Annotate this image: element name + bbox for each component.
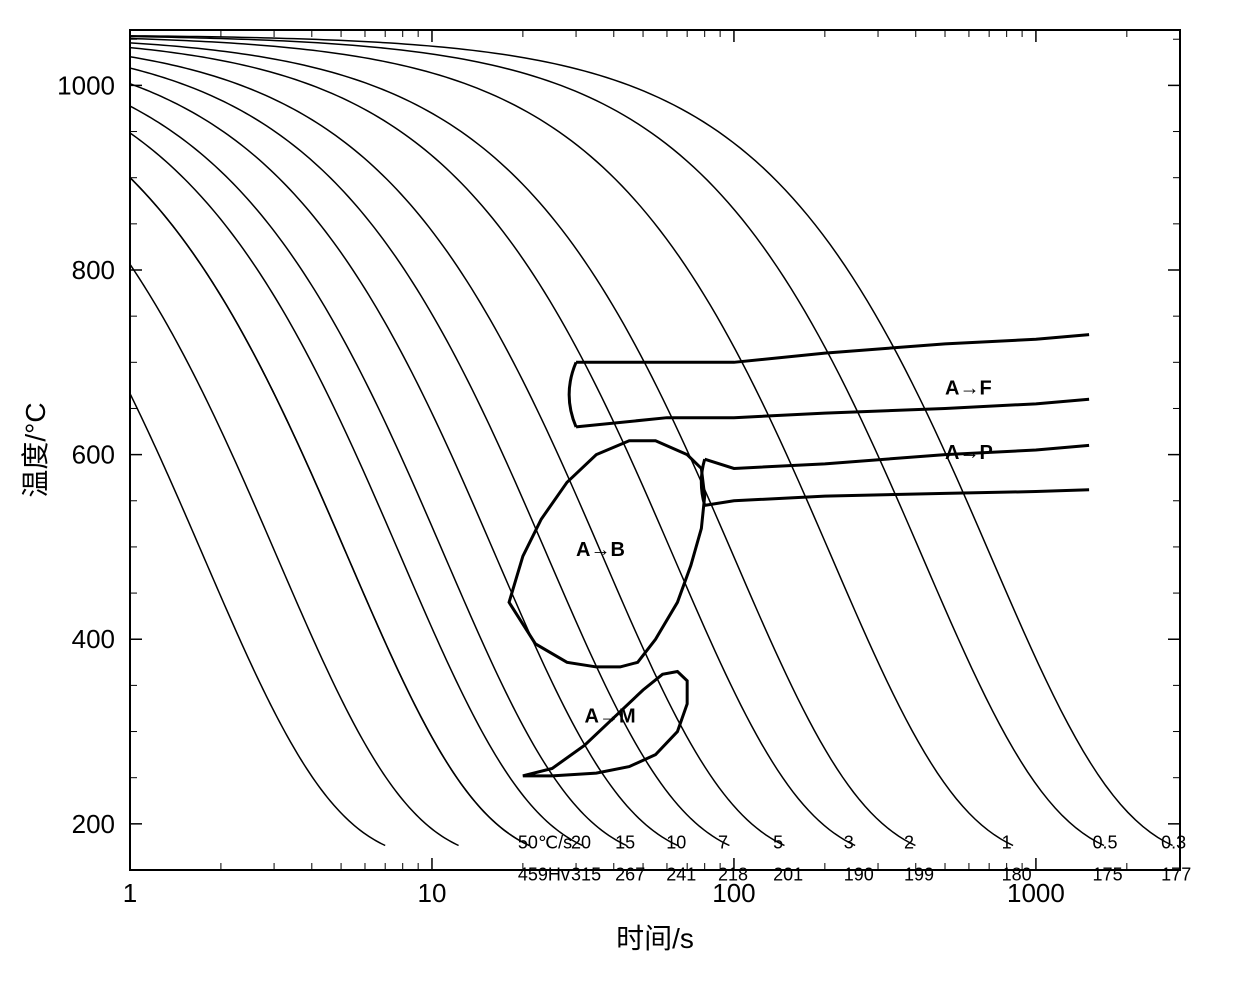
hv-label: 190 [844, 864, 874, 884]
cooling-curve [130, 178, 529, 846]
hv-label: 180 [1002, 864, 1032, 884]
f-left-close [569, 362, 576, 427]
y-tick-label: 1000 [57, 70, 115, 100]
rate-label: 5 [773, 832, 783, 852]
cct-chart: 20040060080010001101001000时间/s温度/°CA→FA→… [0, 0, 1240, 993]
cooling-curve [130, 68, 729, 845]
rate-label: 3 [844, 832, 854, 852]
cooling-curve [130, 264, 459, 845]
cooling-curve [130, 39, 1013, 846]
rate-label: 7 [718, 832, 728, 852]
rate-label: 50℃/s [518, 832, 572, 852]
x-tick-label: 10 [418, 878, 447, 908]
region-label: A→P [945, 442, 993, 464]
y-tick-label: 600 [72, 440, 115, 470]
hv-label: 267 [615, 864, 645, 884]
y-axis-label: 温度/°C [20, 402, 51, 497]
hv-label: 177 [1161, 864, 1191, 884]
y-tick-label: 400 [72, 624, 115, 654]
hv-label: 459Hv [518, 864, 570, 884]
rate-label: 1 [1002, 832, 1012, 852]
hv-label: 241 [666, 864, 696, 884]
hv-label: 175 [1093, 864, 1123, 884]
x-tick-label: 1 [123, 878, 137, 908]
rate-label: 20 [571, 832, 591, 852]
rate-label: 0.5 [1093, 832, 1118, 852]
rate-label: 15 [615, 832, 635, 852]
region-label: A→M [585, 705, 636, 727]
cooling-curve [130, 394, 385, 846]
f-region-top [576, 335, 1089, 363]
y-tick-label: 200 [72, 809, 115, 839]
hv-label: 315 [571, 864, 601, 884]
rate-label: 0.3 [1161, 832, 1186, 852]
y-tick-label: 800 [72, 255, 115, 285]
cooling-curve [130, 178, 529, 846]
cooling-curve [130, 48, 855, 846]
cooling-curve [130, 57, 784, 846]
rate-label: 2 [904, 832, 914, 852]
hv-label: 218 [718, 864, 748, 884]
hv-label: 201 [773, 864, 803, 884]
chart-svg: 20040060080010001101001000时间/s温度/°CA→FA→… [0, 0, 1240, 993]
p-region-top [705, 445, 1089, 468]
f-region-bottom [576, 399, 1089, 427]
region-label: A→B [576, 539, 625, 561]
rate-label: 10 [666, 832, 686, 852]
hv-label: 199 [904, 864, 934, 884]
cooling-curve [130, 133, 582, 846]
region-label: A→F [945, 378, 992, 400]
x-axis-label: 时间/s [616, 923, 694, 954]
